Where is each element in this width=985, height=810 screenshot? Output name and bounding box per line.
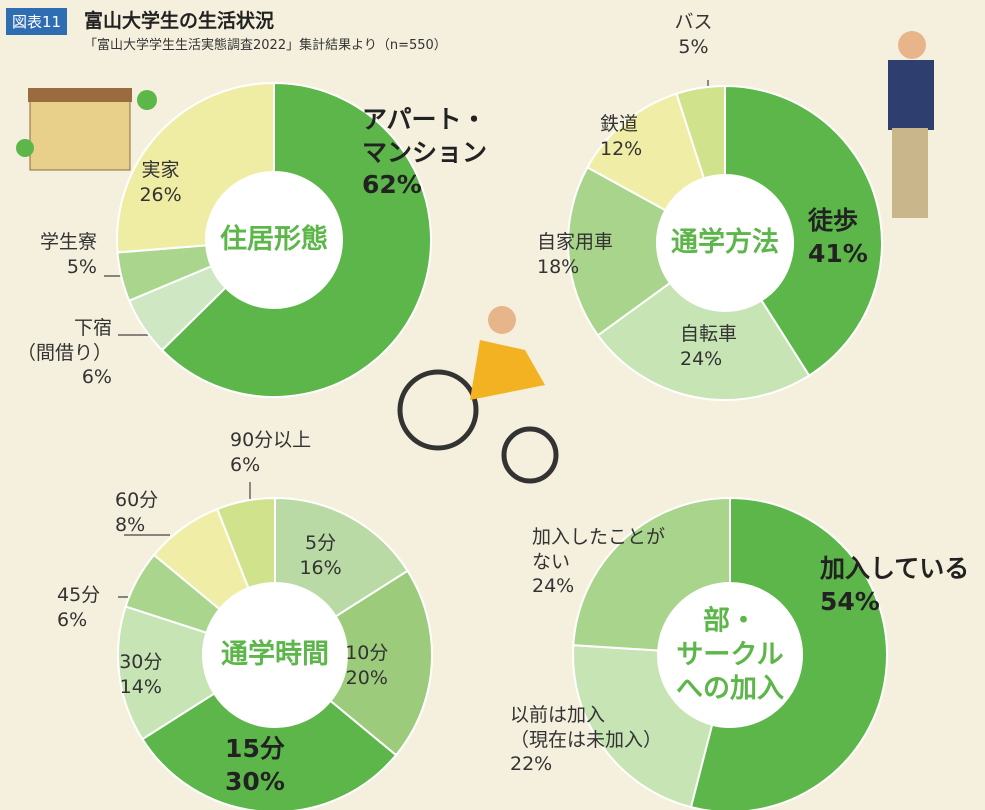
- segment-label: 90分以上 6%: [230, 428, 311, 477]
- category-label: 加入している: [820, 554, 970, 583]
- value-label: 24%: [532, 575, 575, 598]
- segment-label: 自転車 24%: [680, 322, 737, 371]
- segment-label: 60分 8%: [115, 488, 158, 537]
- value-label: 6%: [57, 608, 88, 631]
- category-label: 下宿 （間借り）: [16, 317, 112, 364]
- category-label: 90分以上: [230, 429, 312, 451]
- category-label: 学生寮: [39, 231, 97, 253]
- value-label: 6%: [230, 453, 261, 476]
- category-label: 30分: [119, 651, 163, 673]
- segment-label: 下宿 （間借り） 6%: [17, 316, 112, 390]
- figure-badge: 図表11: [6, 8, 68, 35]
- category-label: 10分: [345, 642, 389, 664]
- chart-title: 住居形態: [220, 224, 328, 256]
- category-label: 加入したことが ない: [532, 526, 666, 573]
- value-label: 41%: [808, 238, 868, 268]
- value-label: 16%: [299, 556, 342, 579]
- category-label: 自転車: [680, 323, 738, 345]
- segment-label: 徒歩 41%: [808, 205, 868, 270]
- segment-label: 5分 16%: [299, 531, 341, 580]
- category-label: バス: [674, 11, 713, 33]
- category-label: 実家: [141, 159, 180, 181]
- value-label: 20%: [345, 666, 388, 689]
- value-label: 8%: [115, 513, 146, 536]
- segment-label: 45分 6%: [57, 583, 100, 632]
- value-label: 62%: [362, 170, 422, 199]
- value-label: 24%: [680, 347, 723, 370]
- donut-hole: [658, 583, 802, 727]
- segment-label: 加入したことが ない 24%: [532, 525, 665, 599]
- value-label: 54%: [820, 586, 880, 616]
- segment-label: 30分 14%: [119, 650, 162, 699]
- illustration: [16, 31, 934, 484]
- donut-hole: [657, 175, 793, 311]
- donut-hole: [203, 583, 347, 727]
- value-label: 5%: [678, 35, 709, 58]
- chart-title: 部・ サークル への加入: [676, 605, 784, 704]
- segment-label: 自家用車 18%: [537, 230, 613, 279]
- donut-hole: [206, 172, 342, 308]
- value-label: 30%: [225, 766, 285, 796]
- segment-label: 以前は加入 （現在は未加入） 22%: [510, 703, 662, 777]
- category-label: 45分: [57, 584, 101, 606]
- category-label: 以前は加入 （現在は未加入）: [510, 704, 663, 751]
- value-label: 26%: [139, 183, 182, 206]
- value-label: 12%: [600, 137, 643, 160]
- category-label: 徒歩: [808, 206, 859, 235]
- value-label: 6%: [81, 366, 112, 389]
- value-label: 14%: [119, 675, 162, 698]
- segment-label: 10分 20%: [345, 641, 388, 690]
- category-label: 15分: [225, 734, 285, 763]
- category-label: 5分: [305, 532, 337, 554]
- value-label: 5%: [66, 255, 97, 278]
- value-label: 18%: [537, 255, 580, 278]
- segment-label: 15分 30%: [225, 733, 285, 798]
- category-label: 自家用車: [537, 231, 614, 253]
- category-label: 60分: [115, 489, 159, 511]
- donut-segment: [572, 644, 714, 809]
- page-subtitle: 「富山大学学生生活実態調査2022」集計結果より（n=550）: [84, 38, 447, 53]
- segment-label: 加入している 54%: [820, 553, 969, 618]
- category-label: 鉄道: [600, 113, 639, 135]
- value-label: 22%: [510, 753, 553, 776]
- category-label: アパート・ マンション: [362, 105, 488, 167]
- page-title: 富山大学生の生活状況: [84, 10, 275, 32]
- segment-label: バス 5%: [674, 10, 712, 59]
- segment-label: アパート・ マンション 62%: [362, 104, 487, 202]
- chart-title: 通学時間: [221, 639, 329, 671]
- segment-label: 実家 26%: [139, 158, 181, 207]
- chart-title: 通学方法: [671, 227, 779, 259]
- segment-label: 学生寮 5%: [40, 230, 97, 279]
- segment-label: 鉄道 12%: [600, 112, 642, 161]
